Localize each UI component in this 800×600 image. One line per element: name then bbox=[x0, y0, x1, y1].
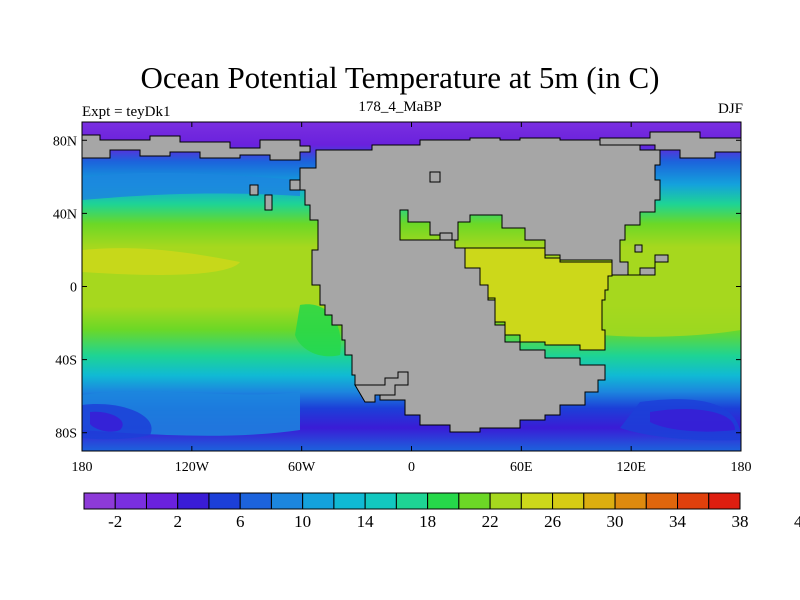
map-panel: 80N 40N 0 40S 80S 180 120W 60W 0 60E 120E 180 bbox=[53, 121, 752, 475]
island-west-2 bbox=[264, 194, 273, 211]
lat-tick-label: 40N bbox=[53, 207, 77, 222]
colorbar-swatch bbox=[614, 492, 647, 510]
colorbar-swatch bbox=[552, 492, 585, 510]
arctic-land-east bbox=[599, 131, 742, 159]
colorbar-swatch bbox=[333, 492, 366, 510]
southern-cold-core-east bbox=[650, 409, 735, 432]
colorbar-swatch bbox=[145, 492, 179, 510]
chart-title: Ocean Potential Temperature at 5m (in C) bbox=[140, 60, 660, 95]
colorbar-swatch bbox=[677, 492, 710, 510]
colorbar-swatch bbox=[114, 492, 147, 510]
lat-tick-label: 80N bbox=[53, 134, 77, 149]
arctic-land-west bbox=[81, 134, 311, 161]
colorbar-label: 2 bbox=[173, 512, 182, 531]
colorbar-label: -2 bbox=[108, 512, 122, 531]
colorbar-label: 6 bbox=[236, 512, 245, 531]
colorbar-label: 34 bbox=[669, 512, 687, 531]
lat-tick-label: 40S bbox=[55, 354, 77, 369]
island-east-1 bbox=[634, 244, 643, 253]
colorbar-label: 22 bbox=[482, 512, 499, 531]
lon-tick-label: 120E bbox=[616, 460, 646, 475]
island-west-3 bbox=[289, 179, 301, 191]
colorbar-label: 26 bbox=[544, 512, 561, 531]
colorbar-swatch bbox=[177, 492, 210, 510]
colorbar-label: 42 bbox=[794, 512, 800, 531]
colorbar-label: 14 bbox=[357, 512, 375, 531]
colorbar-swatch bbox=[489, 492, 522, 510]
experiment-label: Expt = teyDk1 bbox=[82, 104, 171, 120]
period-label: 178_4_MaBP bbox=[358, 99, 442, 115]
colorbar-swatch bbox=[458, 492, 491, 510]
colorbar-swatch bbox=[270, 492, 304, 510]
season-label: DJF bbox=[717, 101, 743, 117]
northern-cool-band bbox=[82, 172, 300, 200]
colorbar-label: 18 bbox=[419, 512, 436, 531]
coastal-cool-band bbox=[295, 304, 341, 357]
lat-tick-label: 80S bbox=[55, 427, 77, 442]
colorbar-label: 38 bbox=[732, 512, 749, 531]
tethys-warm-sea bbox=[464, 247, 613, 351]
lon-tick-label: 180 bbox=[72, 460, 93, 475]
colorbar-swatch bbox=[302, 492, 335, 510]
colorbar-swatch bbox=[364, 492, 397, 510]
colorbar-swatch bbox=[395, 492, 429, 510]
lon-tick-label: 120W bbox=[175, 460, 210, 475]
lon-tick-label: 60E bbox=[510, 460, 533, 475]
colorbar: -226101418222630343842 bbox=[83, 492, 800, 531]
island-north-1 bbox=[429, 171, 441, 183]
colorbar-swatch bbox=[583, 492, 616, 510]
island-southern-1 bbox=[354, 371, 409, 403]
lon-tick-label: 60W bbox=[288, 460, 316, 475]
southern-cold-core-west bbox=[90, 411, 123, 432]
colorbar-swatch bbox=[83, 492, 116, 510]
tropical-band-east bbox=[560, 296, 741, 337]
colorbar-swatch bbox=[645, 492, 679, 510]
tropical-warm-west bbox=[82, 248, 240, 275]
colorbar-label: 30 bbox=[607, 512, 624, 531]
colorbar-swatch bbox=[427, 492, 460, 510]
colorbar-swatch bbox=[520, 492, 554, 510]
island-west-1 bbox=[249, 184, 259, 196]
lon-tick-label: 0 bbox=[408, 460, 415, 475]
lon-tick-label: 180 bbox=[731, 460, 752, 475]
colorbar-label: 10 bbox=[294, 512, 311, 531]
lat-tick-label: 0 bbox=[70, 281, 77, 296]
colorbar-swatch bbox=[208, 492, 241, 510]
colorbar-swatch bbox=[239, 492, 272, 510]
island-north-2 bbox=[439, 232, 453, 241]
colorbar-swatch bbox=[708, 492, 741, 510]
